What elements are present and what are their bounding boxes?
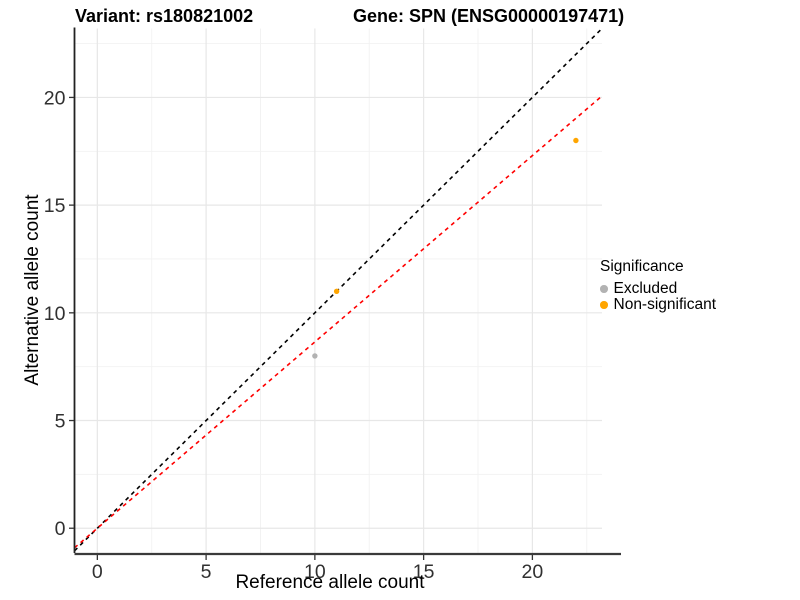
x-tick-label: 15 <box>413 561 435 583</box>
y-axis-label: Alternative allele count <box>22 194 43 386</box>
x-tick-label: 20 <box>522 561 544 583</box>
gene-title: Gene: SPN (ENSG00000197471) <box>353 6 625 26</box>
legend-dot-excluded-icon <box>600 285 608 293</box>
data-point-non-significant <box>333 288 340 294</box>
x-tick-label: 5 <box>201 561 212 583</box>
data-point-excluded <box>312 353 318 359</box>
legend-label-excluded: Excluded <box>613 280 678 297</box>
legend: Significance Excluded Non-significant <box>600 258 716 313</box>
y-tick-label: 20 <box>44 87 66 109</box>
data-point-non-significant <box>573 137 579 144</box>
y-tick-label: 0 <box>55 518 66 540</box>
legend-title: Significance <box>600 258 684 275</box>
legend-item-excluded: Excluded <box>600 280 716 297</box>
variant-title: Variant: rs180821002 <box>75 6 254 26</box>
x-tick-label: 0 <box>92 561 103 583</box>
x-axis-label: Reference allele count <box>235 572 425 593</box>
y-tick-label: 15 <box>44 195 66 217</box>
legend-dot-non-significant-icon <box>600 301 608 309</box>
legend-item-non-significant: Non-significant <box>600 296 717 313</box>
y-tick-label: 5 <box>55 411 66 433</box>
x-tick-label: 10 <box>304 561 326 583</box>
y-tick-label: 10 <box>44 303 66 325</box>
allelic-ratio-line <box>74 95 602 549</box>
legend-label-non-significant: Non-significant <box>613 296 717 313</box>
